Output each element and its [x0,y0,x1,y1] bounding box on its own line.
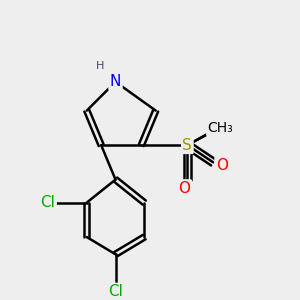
Text: O: O [216,158,228,173]
Text: S: S [182,138,192,153]
Text: O: O [178,181,190,196]
Text: CH₃: CH₃ [208,121,233,135]
Text: N: N [110,74,121,89]
Text: Cl: Cl [108,284,123,299]
Text: Cl: Cl [40,195,56,210]
Text: H: H [95,61,104,71]
